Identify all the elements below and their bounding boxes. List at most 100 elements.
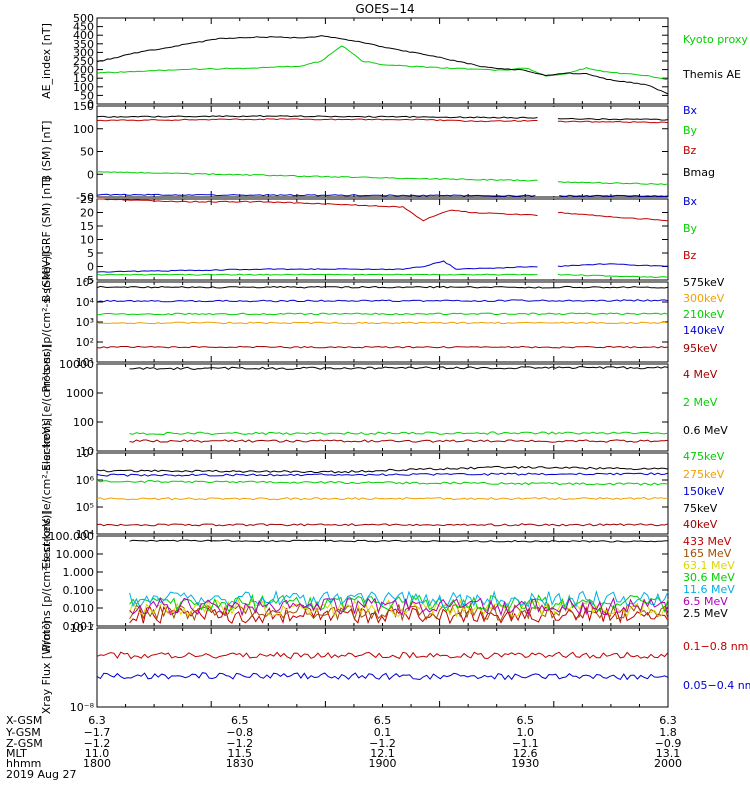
- y-tick-label: 50: [80, 146, 94, 159]
- y-tick-label: 1000: [66, 387, 94, 400]
- x-tick-value: 11.5: [228, 747, 253, 760]
- y-tick-label: 10.000: [56, 548, 95, 561]
- y-tick-label: 25: [80, 193, 94, 206]
- series-line: [96, 523, 669, 527]
- y-tick-label: 10¹: [76, 356, 94, 369]
- y-axis-label: Electrons [e/(cm²-s-sr)]: [40, 344, 53, 471]
- panel-frame: [96, 452, 669, 535]
- y-tick-label: 0: [87, 98, 94, 111]
- legend-entry: 275keV: [683, 468, 725, 481]
- series-line: [96, 260, 669, 273]
- x-tick-value: 0.1: [374, 726, 392, 739]
- y-tick-label: 200: [73, 64, 94, 77]
- panel-7: 0.001 0.010 0.100 1.000 10.000 100.000Protons…: [40, 510, 735, 651]
- x-tick-value: 1930: [511, 757, 539, 770]
- y-tick-label: 150: [73, 72, 94, 85]
- x-tick-value: −1.2: [369, 737, 396, 750]
- series-line: [129, 366, 669, 371]
- x-tick-value: 1800: [83, 757, 111, 770]
- legend-entry: By: [683, 124, 698, 137]
- legend-entry: 75keV: [683, 502, 718, 515]
- data-gap: [538, 107, 557, 196]
- y-tick-label: 15: [80, 220, 94, 233]
- series-line: [129, 539, 669, 543]
- y-tick-label: 10: [80, 234, 94, 247]
- series-line: [129, 596, 669, 617]
- legend-entry: Bx: [683, 104, 698, 117]
- y-tick-label: 100.000: [49, 530, 95, 543]
- y-tick-label: 10⁴: [76, 296, 95, 309]
- y-axis-label: B (SM) [nT]: [40, 121, 53, 183]
- x-row-label: hhmm: [6, 757, 41, 770]
- series-line: [129, 431, 669, 436]
- figure-title: GOES−14: [355, 2, 414, 16]
- date-label: 2019 Aug 27: [6, 768, 76, 781]
- legend-entry: Kyoto proxy AE: [683, 33, 750, 46]
- y-tick-label: 10⁻⁸: [70, 701, 95, 714]
- y-tick-label: 500: [73, 12, 94, 25]
- x-tick-value: 11.0: [85, 747, 110, 760]
- y-tick-label: 250: [73, 55, 94, 68]
- series-line: [129, 589, 669, 610]
- y-axis-label: Xray Flux [W/m²]: [40, 621, 53, 714]
- series-line: [96, 114, 669, 121]
- legend-entry: Themis AE: [682, 68, 741, 81]
- x-tick-value: 1.0: [517, 726, 535, 739]
- series-line: [129, 593, 669, 614]
- legend-entry: 2.5 MeV: [683, 607, 728, 620]
- panel-frame: [96, 535, 669, 627]
- y-tick-label: 10: [80, 445, 94, 458]
- y-tick-label: 50: [80, 89, 94, 102]
- y-tick-label: 10⁶: [76, 474, 95, 487]
- y-tick-label: -50: [76, 191, 94, 204]
- series-line: [97, 198, 669, 222]
- x-tick-value: 6.3: [88, 714, 106, 727]
- x-tick-value: 1900: [369, 757, 397, 770]
- x-tick-value: 6.3: [659, 714, 677, 727]
- legend-entry: Bx: [683, 195, 698, 208]
- y-axis-label: Protons [p/(cm²-s-sr-keV)]: [40, 251, 53, 392]
- series-line: [96, 472, 669, 477]
- panel-6: 10⁴ 10⁵ 10⁶ 10⁷ Electrons [e/(cm²-s-sr-keV)]…: [40, 418, 725, 569]
- legend-entry: 150keV: [683, 485, 725, 498]
- panel-frame: [96, 17, 669, 105]
- x-tick-value: 6.5: [374, 714, 392, 727]
- legend-entry: 433 MeV: [683, 535, 732, 548]
- series-line: [96, 45, 669, 81]
- legend-entry: Bz: [683, 249, 697, 262]
- legend-entry: 30.6 MeV: [683, 571, 735, 584]
- y-tick-label: 350: [73, 38, 94, 51]
- y-tick-label: 300: [73, 46, 94, 59]
- y-tick-label: 10⁻⁷: [70, 622, 94, 635]
- y-tick-label: 100: [73, 123, 94, 136]
- legend-entry: By: [683, 222, 698, 235]
- y-tick-label: 10⁵: [76, 276, 94, 289]
- series-line: [96, 496, 669, 501]
- y-tick-label: 0: [87, 261, 94, 274]
- y-tick-label: 10⁴: [76, 528, 95, 541]
- series-line: [96, 312, 669, 316]
- x-tick-value: 2000: [654, 757, 682, 770]
- legend-entry: 300keV: [683, 292, 725, 305]
- y-tick-label: 450: [73, 21, 94, 34]
- series-line: [96, 479, 669, 486]
- x-tick-value: 6.5: [231, 714, 249, 727]
- series-line: [96, 672, 669, 681]
- y-tick-label: 0: [87, 168, 94, 181]
- x-row-label: Y-GSM: [5, 726, 41, 739]
- series-line: [96, 273, 669, 278]
- series-line: [96, 193, 669, 197]
- x-tick-value: −0.8: [226, 726, 253, 739]
- panel-frame: [96, 198, 669, 281]
- legend-entry: Bz: [683, 144, 697, 157]
- y-tick-label: -5: [83, 274, 94, 287]
- y-tick-label: 0.100: [63, 584, 95, 597]
- y-tick-label: 100: [73, 416, 94, 429]
- y-tick-label: 1.000: [63, 566, 95, 579]
- series-line: [96, 321, 669, 325]
- y-tick-label: 10000: [59, 358, 94, 371]
